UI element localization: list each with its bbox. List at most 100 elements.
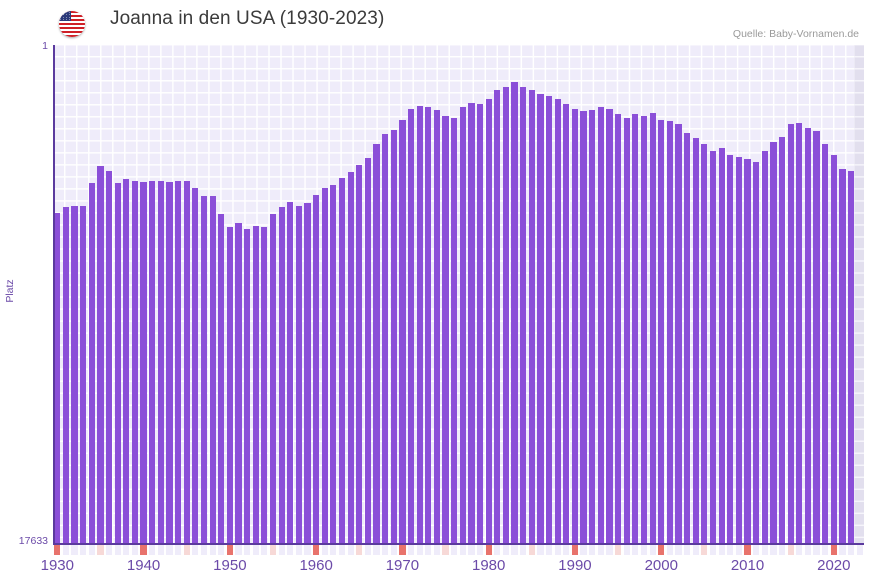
bar-1990[interactable] <box>571 108 579 543</box>
bar-1967[interactable] <box>373 143 380 543</box>
bar-1931[interactable] <box>62 207 70 543</box>
bar-1987[interactable] <box>545 95 553 543</box>
bar-1944[interactable] <box>174 180 182 543</box>
bar-2017[interactable] <box>804 128 812 543</box>
bar-1955[interactable] <box>269 214 277 543</box>
bar-1965[interactable] <box>356 165 363 543</box>
bar-1995[interactable] <box>615 114 622 543</box>
bar-2011[interactable] <box>753 162 760 543</box>
bar-1973[interactable] <box>425 107 432 543</box>
bar-1938[interactable] <box>123 179 130 543</box>
bar-1947[interactable] <box>200 196 208 543</box>
bar-1939[interactable] <box>131 180 139 543</box>
bar-1950[interactable] <box>226 227 233 543</box>
bar-1946[interactable] <box>192 187 199 543</box>
bar-1968[interactable] <box>382 133 389 543</box>
bar-1992[interactable] <box>589 109 596 543</box>
bar-1998[interactable] <box>640 115 648 543</box>
bar-1960[interactable] <box>313 194 320 543</box>
bar-2002[interactable] <box>675 124 682 543</box>
bar-1976[interactable] <box>451 118 458 543</box>
bar-1966[interactable] <box>364 157 371 543</box>
bar-1940[interactable] <box>140 181 147 543</box>
bar-1948[interactable] <box>209 196 216 543</box>
bar-1993[interactable] <box>597 107 604 543</box>
bar-1943[interactable] <box>166 181 173 543</box>
x-tickmark-2009 <box>735 545 742 555</box>
bar-1982[interactable] <box>502 87 510 543</box>
bar-2006[interactable] <box>709 150 717 543</box>
bar-1957[interactable] <box>287 201 294 543</box>
bar-2013[interactable] <box>770 142 777 543</box>
bar-1963[interactable] <box>338 177 346 543</box>
bar-2021[interactable] <box>839 169 846 543</box>
no-data-region <box>854 45 864 543</box>
x-tickmark-1998 <box>640 545 648 555</box>
bar-1997[interactable] <box>632 114 639 543</box>
bar-1941[interactable] <box>149 180 156 543</box>
bar-2014[interactable] <box>778 136 786 543</box>
bar-1933[interactable] <box>80 205 87 543</box>
bar-1930[interactable] <box>54 213 61 543</box>
bar-1977[interactable] <box>459 107 466 543</box>
bar-2008[interactable] <box>727 155 734 543</box>
bar-1999[interactable] <box>649 112 656 543</box>
bar-2019[interactable] <box>822 143 829 543</box>
bar-1981[interactable] <box>494 90 501 543</box>
bar-1959[interactable] <box>304 203 311 543</box>
bar-1953[interactable] <box>252 225 259 543</box>
bar-1949[interactable] <box>218 214 225 543</box>
bar-1974[interactable] <box>433 109 441 543</box>
bar-1970[interactable] <box>399 119 406 543</box>
bar-1969[interactable] <box>390 129 397 543</box>
bar-2005[interactable] <box>701 143 708 543</box>
bar-1989[interactable] <box>563 104 570 543</box>
bar-1975[interactable] <box>442 115 449 543</box>
bar-1945[interactable] <box>183 180 190 543</box>
x-tickmark-2007 <box>718 545 725 555</box>
bar-1983[interactable] <box>511 81 518 543</box>
bar-1964[interactable] <box>347 172 354 543</box>
bar-1991[interactable] <box>580 111 587 543</box>
bar-1979[interactable] <box>476 104 484 543</box>
bar-1954[interactable] <box>261 227 268 543</box>
bar-1958[interactable] <box>295 205 302 543</box>
bar-1956[interactable] <box>278 207 285 543</box>
bar-1996[interactable] <box>623 118 630 543</box>
bar-1972[interactable] <box>416 105 423 543</box>
bar-1988[interactable] <box>554 98 561 543</box>
bar-2007[interactable] <box>718 148 725 543</box>
bar-1942[interactable] <box>157 180 164 543</box>
bar-2020[interactable] <box>830 155 837 543</box>
bar-1971[interactable] <box>407 108 415 543</box>
bar-1951[interactable] <box>235 222 242 543</box>
bar-2016[interactable] <box>796 122 803 543</box>
bar-2018[interactable] <box>813 131 820 543</box>
bar-2004[interactable] <box>692 138 699 543</box>
bar-1985[interactable] <box>528 90 535 543</box>
bar-1932[interactable] <box>71 205 78 543</box>
x-tickmark-1991 <box>580 545 587 555</box>
bar-2010[interactable] <box>744 159 751 543</box>
bar-1935[interactable] <box>97 166 104 543</box>
bar-2009[interactable] <box>735 156 742 543</box>
bar-1937[interactable] <box>114 183 121 543</box>
bar-1952[interactable] <box>244 228 251 543</box>
bar-2000[interactable] <box>658 119 665 543</box>
x-tick-label-1990: 1990 <box>558 557 592 574</box>
bar-1984[interactable] <box>520 87 527 543</box>
bar-2003[interactable] <box>684 132 691 543</box>
x-tick-label-2000: 2000 <box>644 557 678 574</box>
bar-1961[interactable] <box>321 187 328 543</box>
bar-2022[interactable] <box>847 170 855 543</box>
bar-2012[interactable] <box>761 150 768 543</box>
bar-2015[interactable] <box>787 124 794 543</box>
bar-1934[interactable] <box>88 183 95 543</box>
bar-1936[interactable] <box>105 170 113 543</box>
bar-1962[interactable] <box>330 184 337 543</box>
bar-1980[interactable] <box>485 98 492 543</box>
bar-1986[interactable] <box>537 94 544 543</box>
bar-1994[interactable] <box>606 108 613 543</box>
bar-1978[interactable] <box>468 102 475 543</box>
bar-2001[interactable] <box>666 121 673 543</box>
